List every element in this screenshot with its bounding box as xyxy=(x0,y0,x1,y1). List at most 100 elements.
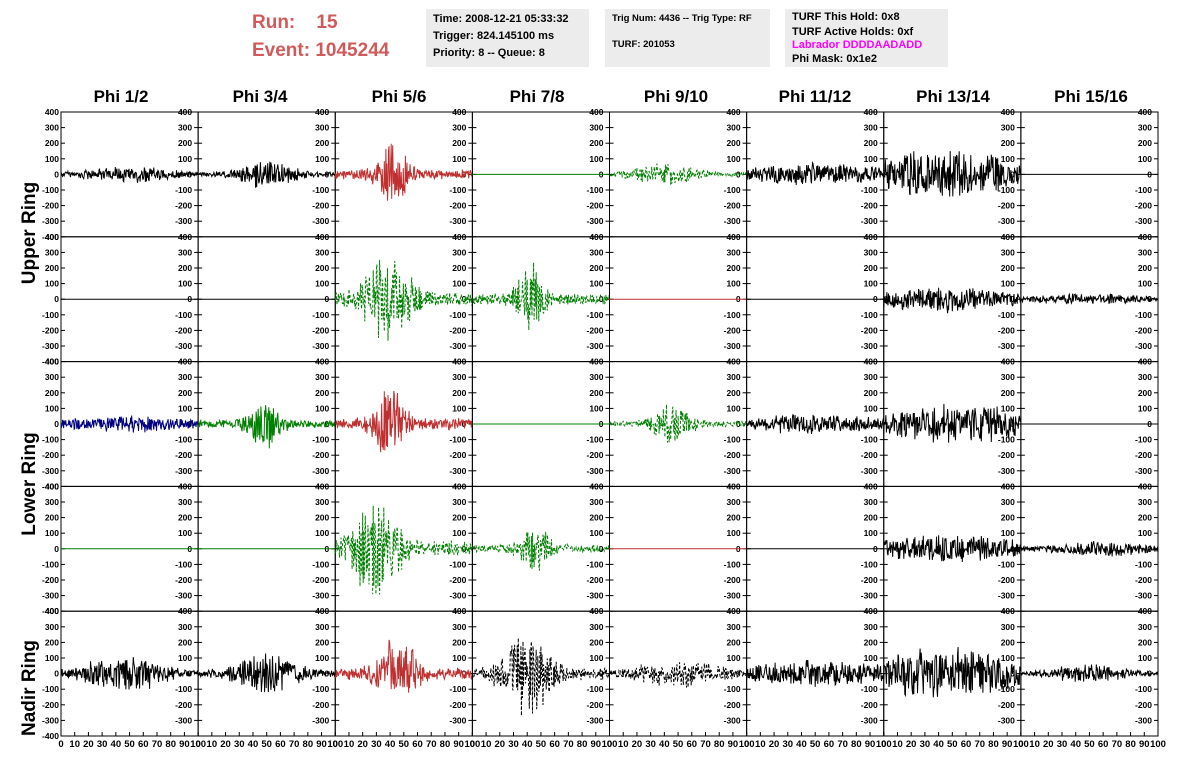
waveform-r1-c2 xyxy=(334,259,473,341)
y-tick-label-r3-c3: 100 xyxy=(589,528,603,538)
x-tick-label-c2: 10 xyxy=(344,739,355,750)
y-tick-label-r3-c5: 100 xyxy=(864,528,878,538)
y-axis-label-left-r4: 300 xyxy=(45,622,59,632)
waveform-r3-c2 xyxy=(334,505,473,595)
y-tick-label-r1-c2: 400 xyxy=(452,232,466,242)
x-tick-label-c5: 0 xyxy=(744,739,749,750)
x-tick-label-c4: 90 xyxy=(728,739,739,750)
y-tick-label-r3-c1: 100 xyxy=(315,528,329,538)
y-tick-label-r2-c7: -300 xyxy=(1135,466,1152,476)
y-tick-label-r1-c1: -200 xyxy=(312,325,329,335)
y-tick-label-r0-c3: 400 xyxy=(589,107,603,117)
y-tick-label-r0-c3: -300 xyxy=(586,216,603,226)
column-title-4: Phi 7/8 xyxy=(509,87,565,106)
waveform-r4-c3 xyxy=(471,637,610,716)
y-tick-label-r1-c0: -100 xyxy=(175,310,192,320)
x-tick-label-c3: 0 xyxy=(470,739,475,750)
y-axis-label-left-r3: -400 xyxy=(42,606,59,616)
y-tick-label-r1-c4: -100 xyxy=(724,310,741,320)
x-tick-label-c4: 0 xyxy=(607,739,612,750)
y-tick-label-r2-c7: -100 xyxy=(1135,435,1152,445)
y-tick-label-r1-c5: -200 xyxy=(861,325,878,335)
y-tick-label-r4-c6: 300 xyxy=(1001,622,1015,632)
y-tick-label-r3-c0: 100 xyxy=(178,528,192,538)
y-axis-label-left-r3: 200 xyxy=(45,513,59,523)
y-tick-label-r4-c6: 400 xyxy=(1001,606,1015,616)
y-tick-label-r2-c0: 300 xyxy=(178,372,192,382)
y-tick-label-r3-c0: -100 xyxy=(175,559,192,569)
y-tick-label-r3-c3: 200 xyxy=(589,513,603,523)
y-tick-label-r3-c4: 300 xyxy=(726,497,740,507)
x-tick-label-c2: 80 xyxy=(440,739,451,750)
waveform-r1-c6 xyxy=(883,287,1022,314)
y-tick-label-r4-c6: 100 xyxy=(1001,653,1015,663)
y-tick-label-r2-c6: -200 xyxy=(998,450,1015,460)
y-tick-label-r3-c0: 400 xyxy=(178,481,192,491)
y-tick-label-r4-c5: 400 xyxy=(864,606,878,616)
y-tick-label-r1-c7: -300 xyxy=(1135,341,1152,351)
y-tick-label-r0-c3: 200 xyxy=(589,138,603,148)
y-tick-label-r0-c2: -200 xyxy=(449,201,466,211)
y-tick-label-r0-c5: -200 xyxy=(861,201,878,211)
y-tick-label-r4-c3: 400 xyxy=(589,606,603,616)
y-axis-label-left-r0: -400 xyxy=(42,232,59,242)
y-axis-label-left-r3: 400 xyxy=(45,481,59,491)
y-tick-label-r3-c5: -100 xyxy=(861,559,878,569)
y-axis-label-left-r3: -100 xyxy=(42,559,59,569)
y-tick-label-r1-c1: 400 xyxy=(315,232,329,242)
y-tick-label-r3-c7: 100 xyxy=(1138,528,1152,538)
y-tick-label-r1-c3: 100 xyxy=(589,279,603,289)
y-tick-label-r4-c7: 400 xyxy=(1138,606,1152,616)
y-tick-label-r2-c6: 400 xyxy=(1001,357,1015,367)
y-tick-label-r0-c6: 300 xyxy=(1001,123,1015,133)
y-tick-label-r0-c1: 200 xyxy=(315,138,329,148)
y-tick-label-r4-c2: 100 xyxy=(452,653,466,663)
x-tick-label-c4: 10 xyxy=(618,739,629,750)
y-axis-label-left-r4: -100 xyxy=(42,684,59,694)
y-tick-label-r1-c1: 200 xyxy=(315,263,329,273)
y-tick-label-r3-c2: 200 xyxy=(452,513,466,523)
y-tick-label-r2-c0: 400 xyxy=(178,357,192,367)
y-tick-label-r1-c4: -200 xyxy=(724,325,741,335)
phi-mask-text: Phi Mask: 0x1e2 xyxy=(792,53,877,65)
y-tick-label-r1-c6: 0 xyxy=(1010,294,1015,304)
y-tick-label-r1-c7: 200 xyxy=(1138,263,1152,273)
y-tick-label-r3-c7: 300 xyxy=(1138,497,1152,507)
y-tick-label-r3-c6: -300 xyxy=(998,591,1015,601)
x-tick-label-c0: 100 xyxy=(190,739,206,750)
x-tick-label-c0: 70 xyxy=(152,739,163,750)
x-tick-label-c7: 30 xyxy=(1057,739,1068,750)
turf-active-text: TURF Active Holds: 0xf xyxy=(792,26,914,38)
y-tick-label-r0-c0: -100 xyxy=(175,185,192,195)
time-info-box: Time: 2008-12-21 05:33:32 Trigger: 824.1… xyxy=(426,9,589,67)
y-tick-label-r1-c3: 400 xyxy=(589,232,603,242)
y-axis-label-left-r1: 400 xyxy=(45,232,59,242)
y-axis-label-left-r3: 0 xyxy=(54,544,59,554)
x-tick-label-c0: 0 xyxy=(58,739,63,750)
y-tick-label-r2-c2: 100 xyxy=(452,403,466,413)
y-tick-label-r0-c2: 400 xyxy=(452,107,466,117)
y-axis-label-left-r4: 400 xyxy=(45,606,59,616)
y-tick-label-r1-c4: -300 xyxy=(724,341,741,351)
column-title-8: Phi 15/16 xyxy=(1054,87,1128,106)
waveform-r4-c6 xyxy=(883,646,1022,698)
y-tick-label-r2-c1: 400 xyxy=(315,357,329,367)
y-tick-label-r1-c3: 300 xyxy=(589,247,603,257)
x-tick-label-c7: 40 xyxy=(1070,739,1081,750)
x-tick-label-c6: 90 xyxy=(1002,739,1013,750)
x-tick-label-c4: 40 xyxy=(659,739,670,750)
x-tick-label-c5: 40 xyxy=(796,739,807,750)
y-tick-label-r1-c7: 400 xyxy=(1138,232,1152,242)
y-tick-label-r4-c3: 200 xyxy=(589,637,603,647)
y-tick-label-r4-c1: 100 xyxy=(315,653,329,663)
y-tick-label-r1-c0: -200 xyxy=(175,325,192,335)
y-tick-label-r0-c7: -200 xyxy=(1135,201,1152,211)
x-tick-label-c3: 10 xyxy=(481,739,492,750)
y-tick-label-r2-c2: -100 xyxy=(449,435,466,445)
y-tick-label-r4-c2: 200 xyxy=(452,637,466,647)
y-axis-label-left-r3: -300 xyxy=(42,591,59,601)
y-tick-label-r3-c2: -300 xyxy=(449,591,466,601)
y-tick-label-r4-c5: 100 xyxy=(864,653,878,663)
y-tick-label-r4-c4: -200 xyxy=(724,700,741,710)
y-tick-label-r2-c6: 100 xyxy=(1001,403,1015,413)
